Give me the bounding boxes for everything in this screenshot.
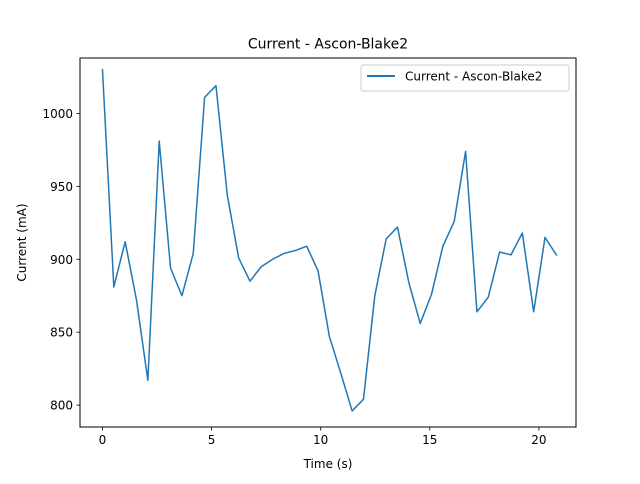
chart-title: Current - Ascon-Blake2 [248, 37, 408, 53]
legend: Current - Ascon-Blake2 [360, 64, 570, 92]
y-tick-label: 800 [50, 399, 73, 413]
y-tick-label: 1000 [42, 107, 73, 121]
legend-box [360, 64, 570, 92]
y-tick-label: 950 [50, 180, 73, 194]
x-axis-label: Time (s) [303, 457, 353, 471]
x-tick-label: 5 [208, 433, 216, 447]
y-axis-label: Current (mA) [15, 203, 29, 281]
legend-label: Current - Ascon-Blake2 [405, 70, 542, 84]
x-tick-label: 20 [531, 433, 546, 447]
y-axis-ticks: 800 850 900 950 1000 [42, 107, 80, 413]
x-tick-label: 15 [422, 433, 437, 447]
x-tick-label: 10 [313, 433, 328, 447]
y-tick-label: 900 [50, 253, 73, 267]
y-tick-label: 850 [50, 326, 73, 340]
x-axis-ticks: 0 5 10 15 20 [99, 427, 547, 447]
series-layer [101, 68, 558, 412]
plot-frame [79, 57, 577, 428]
series-line [101, 68, 558, 412]
x-tick-label: 0 [99, 433, 107, 447]
